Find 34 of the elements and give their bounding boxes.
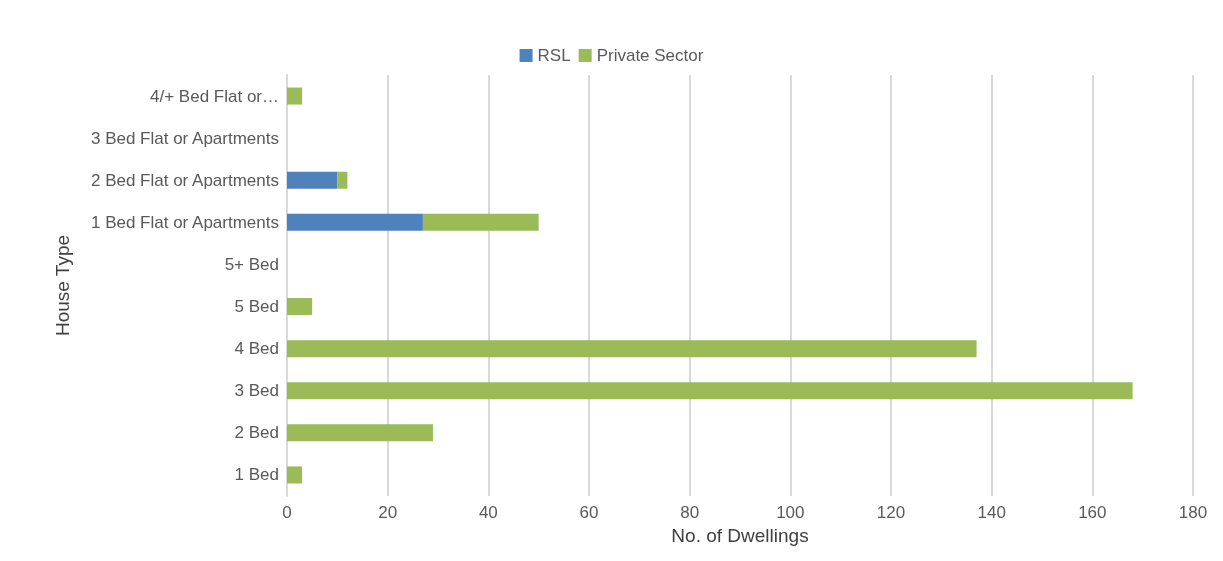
- bar: [287, 466, 303, 484]
- bar: [287, 298, 313, 316]
- bar: [287, 340, 977, 358]
- x-tick-label: 40: [478, 503, 498, 522]
- y-tick-label: 4/+ Bed Flat or…: [150, 86, 279, 106]
- y-tick-label: 4 Bed: [234, 339, 279, 359]
- x-tick-label: 0: [282, 503, 292, 522]
- x-tick-label: 180: [1178, 503, 1208, 522]
- x-tick-label: 80: [680, 503, 700, 522]
- y-tick-label: 2 Bed: [234, 423, 279, 443]
- x-tick-label: 100: [776, 503, 805, 522]
- bar: [422, 213, 539, 231]
- x-tick-label: 140: [977, 503, 1006, 522]
- x-tick-label: 60: [579, 503, 599, 522]
- bar: [287, 87, 303, 105]
- y-tick-label: 5 Bed: [234, 297, 279, 317]
- y-tick-label: 1 Bed Flat or Apartments: [90, 212, 279, 232]
- x-tick-label: 160: [1078, 503, 1107, 522]
- bar: [287, 424, 433, 442]
- bar: [337, 171, 348, 189]
- y-axis-title: House Type: [52, 234, 73, 337]
- y-tick-label: 5+ Bed: [224, 254, 279, 274]
- x-axis-title: No. of Dwellings: [671, 525, 809, 546]
- y-tick-label: 3 Bed: [234, 381, 279, 401]
- bar: [287, 382, 1133, 400]
- y-tick-label: 3 Bed Flat or Apartments: [90, 128, 279, 148]
- bar: [287, 171, 338, 189]
- x-tick-label: 120: [876, 503, 906, 522]
- bar: [287, 213, 423, 231]
- legend-label: Private Sector: [596, 46, 704, 65]
- x-tick-label: 20: [378, 503, 398, 522]
- y-tick-label: 1 Bed: [234, 465, 279, 485]
- legend-label: RSL: [537, 46, 571, 65]
- y-tick-label: 2 Bed Flat or Apartments: [90, 170, 279, 190]
